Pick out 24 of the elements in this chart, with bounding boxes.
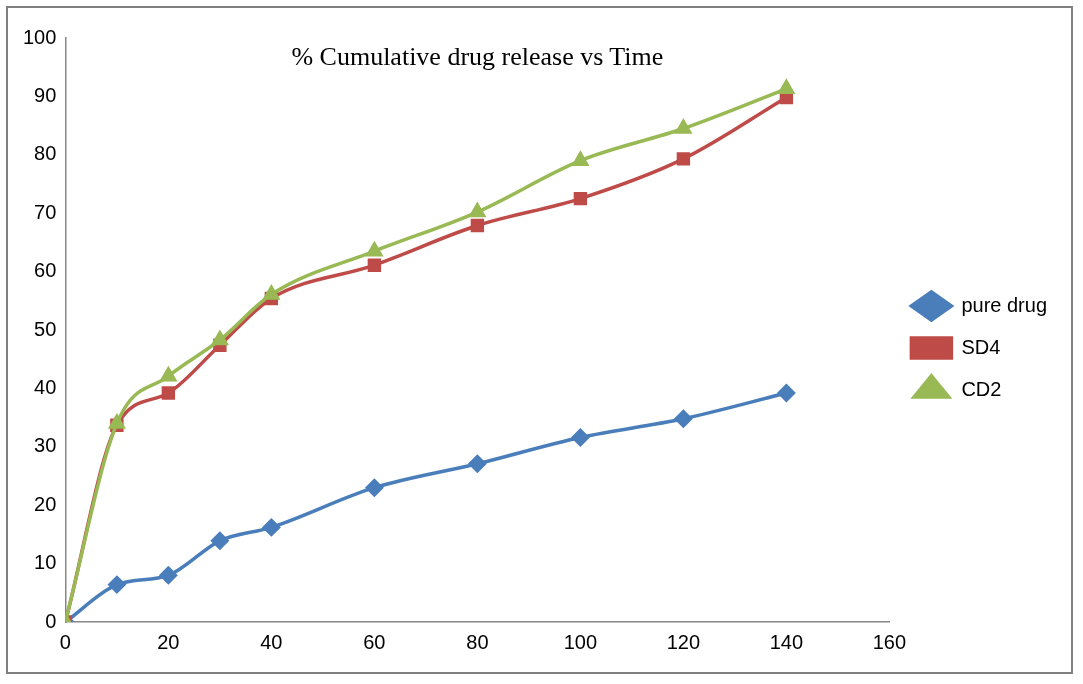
x-tick-label: 60 [363, 630, 386, 653]
y-tick-label: 80 [34, 142, 57, 165]
y-tick-label: 90 [34, 83, 57, 106]
y-tick-label: 50 [34, 317, 57, 340]
x-tick-label: 120 [666, 630, 701, 653]
y-tick-label: 30 [34, 434, 57, 457]
x-tick-label: 100 [563, 630, 598, 653]
x-tick-label: 20 [157, 630, 180, 653]
chart-title: % Cumulative drug release vs Time [291, 41, 664, 71]
y-tick-label: 40 [34, 375, 57, 398]
y-tick-label: 70 [34, 200, 57, 223]
x-tick-label: 40 [260, 630, 283, 653]
x-tick-label: 0 [59, 630, 71, 653]
y-tick-label: 10 [34, 551, 57, 574]
legend-label: CD2 [961, 377, 1002, 400]
y-tick-label: 20 [34, 492, 57, 515]
y-tick-label: 100 [22, 25, 57, 48]
legend-label: SD4 [961, 335, 1001, 358]
x-tick-label: 80 [466, 630, 489, 653]
y-tick-label: 0 [45, 609, 57, 632]
x-tick-label: 160 [872, 630, 907, 653]
y-tick-label: 60 [34, 259, 57, 282]
legend-label: pure drug [961, 293, 1048, 316]
x-tick-label: 140 [769, 630, 804, 653]
